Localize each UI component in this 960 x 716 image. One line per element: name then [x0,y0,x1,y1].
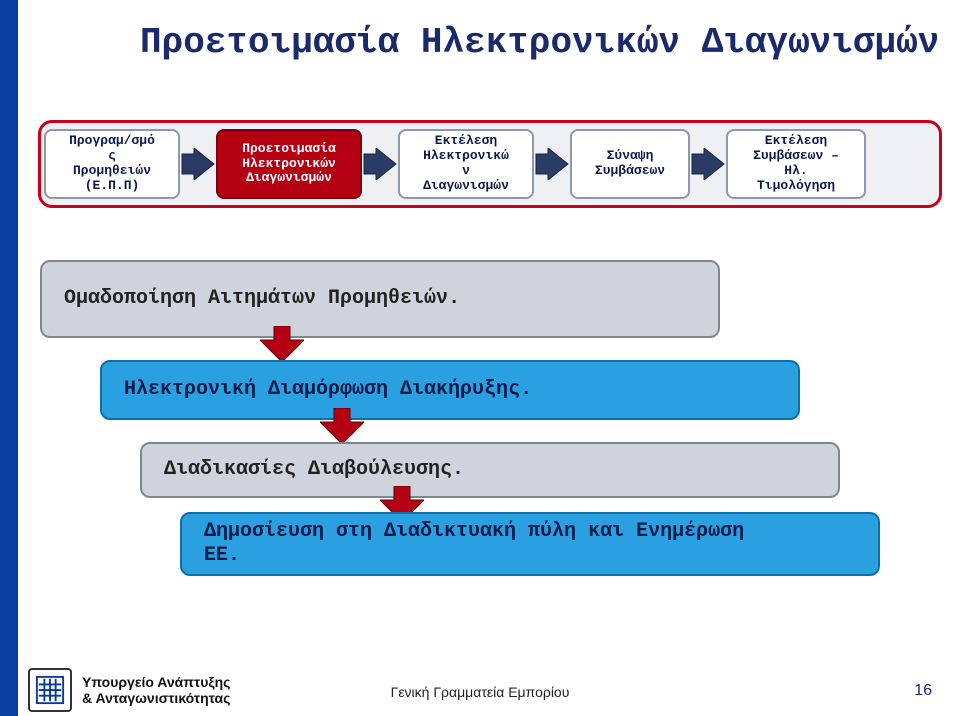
flow-arrow-icon [534,148,570,180]
footer-center: Γενική Γραμματεία Εμπορίου [391,684,570,700]
process-flow: Προγραμ/σμό ς Προμηθειών (Ε.Π.Π) Προετοι… [38,120,942,208]
step-box-0: Ομαδοποίηση Αιτημάτων Προμηθειών. [40,260,720,338]
ministry-text: Υπουργείο Ανάπτυξης & Ανταγωνιστικότητας [82,674,230,706]
flow-stage-2: Εκτέλεση Ηλεκτρονικώ ν Διαγωνισμών [398,129,534,199]
flow-arrow-icon [362,148,398,180]
flow-arrow-icon [180,148,216,180]
left-stripe [0,0,18,716]
process-flow-inner: Προγραμ/σμό ς Προμηθειών (Ε.Π.Π) Προετοι… [44,126,936,202]
step-box-1: Ηλεκτρονική Διαμόρφωση Διακήρυξης. [100,360,800,420]
down-arrow-icon [260,326,304,362]
slide-title: Προετοιμασία Ηλεκτρονικών Διαγωνισμών [140,22,939,63]
flow-stage-3: Σύναψη Συμβάσεων [570,129,690,199]
step-box-3: Δημοσίευση στη Διαδικτυακή πύλη και Ενημ… [180,512,880,576]
down-arrow-icon [320,408,364,444]
ministry-line1: Υπουργείο Ανάπτυξης [82,674,230,690]
ministry-line2: & Ανταγωνιστικότητας [82,690,230,706]
flow-stage-4: Εκτέλεση Συμβάσεων – Ηλ. Τιμολόγηση [726,129,866,199]
emblem-icon [28,668,72,712]
flow-stage-0: Προγραμ/σμό ς Προμηθειών (Ε.Π.Π) [44,129,180,199]
flow-arrow-icon [690,148,726,180]
page-number: 16 [914,682,932,700]
flow-stage-1: Προετοιμασία Ηλεκτρονικών Διαγωνισμών [216,129,362,199]
step-box-2: Διαδικασίες Διαβούλευσης. [140,442,840,498]
footer: Υπουργείο Ανάπτυξης & Ανταγωνιστικότητας… [0,664,960,716]
slide: Προετοιμασία Ηλεκτρονικών Διαγωνισμών Πρ… [0,0,960,716]
